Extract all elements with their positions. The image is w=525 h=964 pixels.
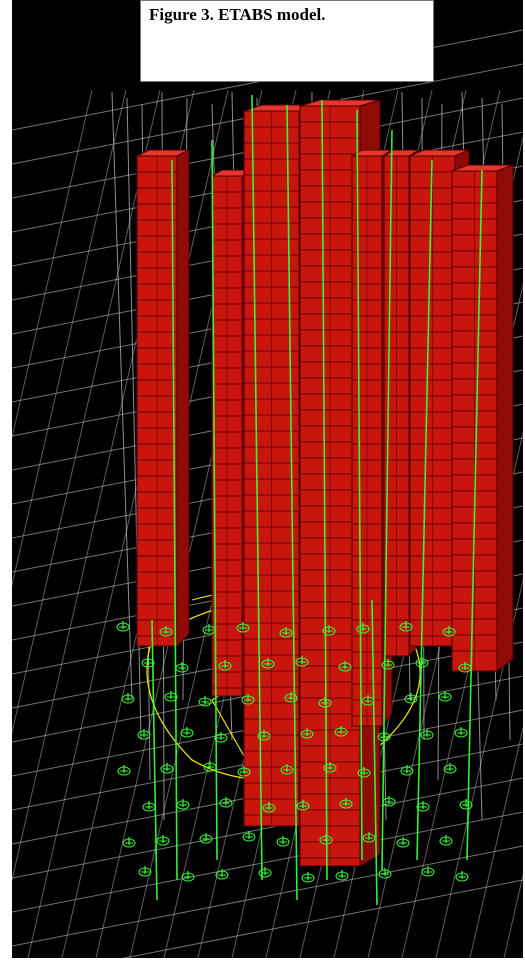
base-supports — [116, 621, 473, 883]
shear-walls — [136, 99, 514, 867]
etabs-3d-model-icon — [12, 29, 523, 958]
figure-caption: Figure 3. ETABS model. — [149, 5, 326, 24]
figure-caption-box: Figure 3. ETABS model. — [140, 0, 434, 82]
model-viewport — [12, 0, 523, 958]
